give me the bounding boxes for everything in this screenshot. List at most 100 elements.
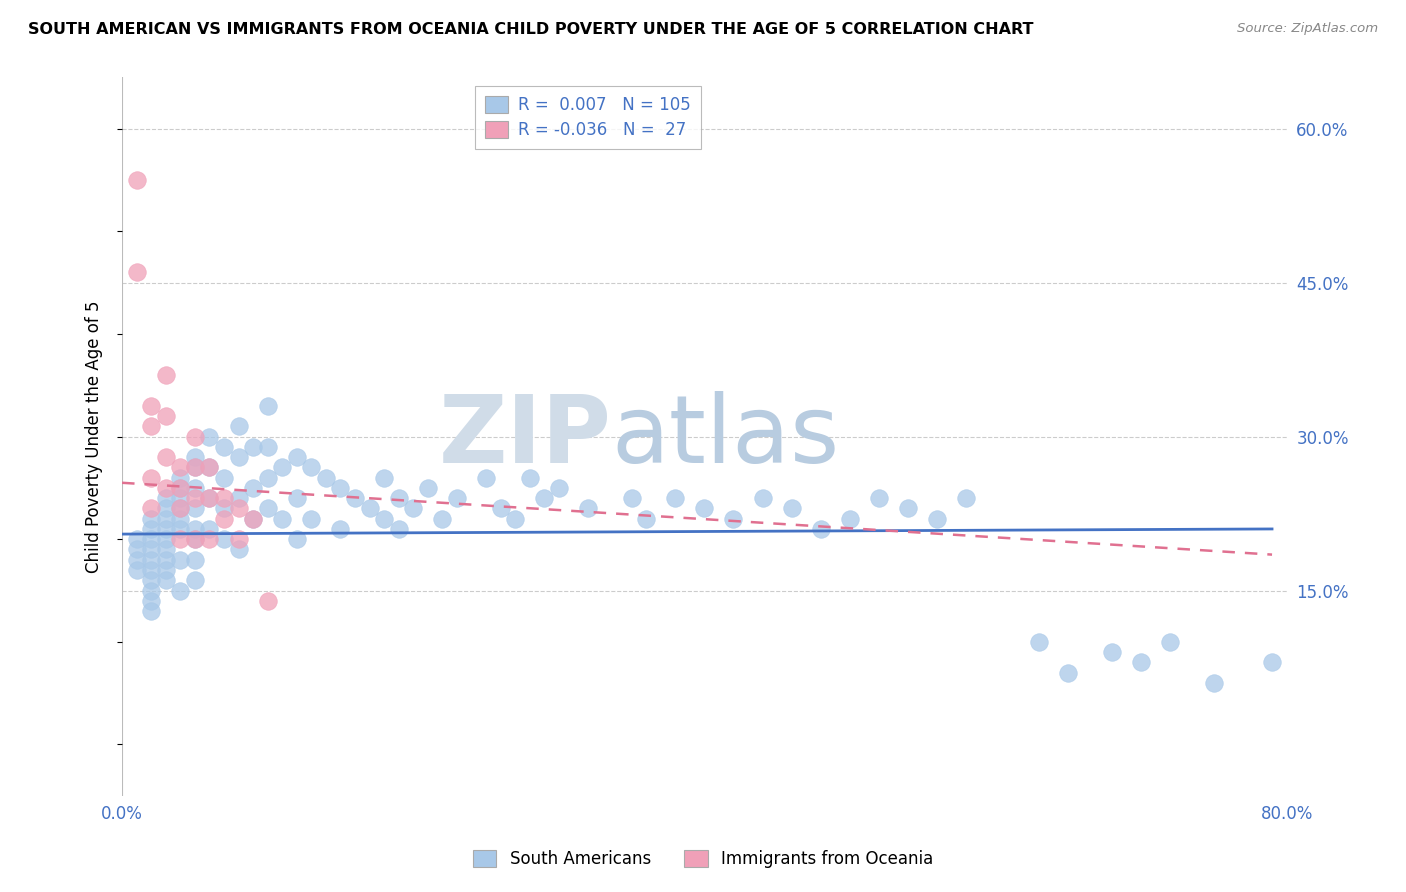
Point: [155, 553, 177, 567]
Point: [242, 511, 264, 525]
Point: [169, 501, 191, 516]
Point: [184, 450, 207, 464]
Point: [359, 501, 381, 516]
Point: [155, 481, 177, 495]
Point: [169, 553, 191, 567]
Point: [184, 522, 207, 536]
Text: SOUTH AMERICAN VS IMMIGRANTS FROM OCEANIA CHILD POVERTY UNDER THE AGE OF 5 CORRE: SOUTH AMERICAN VS IMMIGRANTS FROM OCEANI…: [28, 22, 1033, 37]
Point: [416, 481, 439, 495]
Point: [169, 491, 191, 505]
Point: [256, 440, 278, 454]
Point: [141, 553, 163, 567]
Point: [664, 491, 686, 505]
Point: [1101, 645, 1123, 659]
Point: [169, 460, 191, 475]
Point: [198, 429, 221, 443]
Point: [184, 501, 207, 516]
Point: [184, 491, 207, 505]
Point: [198, 491, 221, 505]
Point: [636, 511, 658, 525]
Text: Source: ZipAtlas.com: Source: ZipAtlas.com: [1237, 22, 1378, 36]
Point: [315, 470, 337, 484]
Point: [271, 511, 294, 525]
Point: [329, 481, 352, 495]
Point: [169, 583, 191, 598]
Point: [141, 419, 163, 434]
Point: [169, 511, 191, 525]
Point: [141, 399, 163, 413]
Point: [212, 501, 235, 516]
Point: [388, 491, 411, 505]
Point: [242, 481, 264, 495]
Point: [125, 533, 148, 547]
Point: [228, 491, 250, 505]
Point: [141, 511, 163, 525]
Point: [228, 501, 250, 516]
Point: [184, 574, 207, 588]
Point: [228, 542, 250, 557]
Point: [155, 511, 177, 525]
Point: [141, 501, 163, 516]
Point: [256, 399, 278, 413]
Point: [212, 470, 235, 484]
Point: [475, 470, 498, 484]
Point: [402, 501, 425, 516]
Point: [299, 460, 322, 475]
Point: [723, 511, 745, 525]
Point: [256, 501, 278, 516]
Point: [1057, 665, 1080, 680]
Point: [242, 511, 264, 525]
Point: [198, 491, 221, 505]
Point: [198, 460, 221, 475]
Y-axis label: Child Poverty Under the Age of 5: Child Poverty Under the Age of 5: [86, 301, 103, 573]
Legend: South Americans, Immigrants from Oceania: South Americans, Immigrants from Oceania: [467, 843, 939, 875]
Point: [810, 522, 832, 536]
Point: [212, 440, 235, 454]
Point: [184, 429, 207, 443]
Point: [256, 470, 278, 484]
Point: [285, 450, 308, 464]
Point: [155, 522, 177, 536]
Text: ZIP: ZIP: [439, 391, 612, 483]
Point: [373, 470, 395, 484]
Point: [141, 583, 163, 598]
Point: [838, 511, 860, 525]
Point: [1202, 676, 1225, 690]
Point: [285, 533, 308, 547]
Point: [141, 542, 163, 557]
Point: [184, 533, 207, 547]
Point: [198, 522, 221, 536]
Point: [212, 533, 235, 547]
Point: [519, 470, 541, 484]
Point: [141, 563, 163, 577]
Point: [198, 533, 221, 547]
Point: [169, 533, 191, 547]
Point: [751, 491, 773, 505]
Point: [533, 491, 555, 505]
Point: [343, 491, 366, 505]
Point: [184, 481, 207, 495]
Point: [141, 574, 163, 588]
Point: [155, 368, 177, 382]
Point: [1261, 656, 1284, 670]
Point: [955, 491, 977, 505]
Point: [1028, 635, 1050, 649]
Point: [155, 574, 177, 588]
Point: [125, 173, 148, 187]
Point: [780, 501, 803, 516]
Point: [141, 594, 163, 608]
Point: [155, 563, 177, 577]
Point: [169, 522, 191, 536]
Point: [169, 481, 191, 495]
Point: [271, 460, 294, 475]
Point: [373, 511, 395, 525]
Point: [184, 553, 207, 567]
Point: [155, 409, 177, 423]
Point: [693, 501, 716, 516]
Point: [1159, 635, 1181, 649]
Point: [141, 533, 163, 547]
Point: [125, 265, 148, 279]
Point: [184, 533, 207, 547]
Point: [489, 501, 512, 516]
Point: [285, 491, 308, 505]
